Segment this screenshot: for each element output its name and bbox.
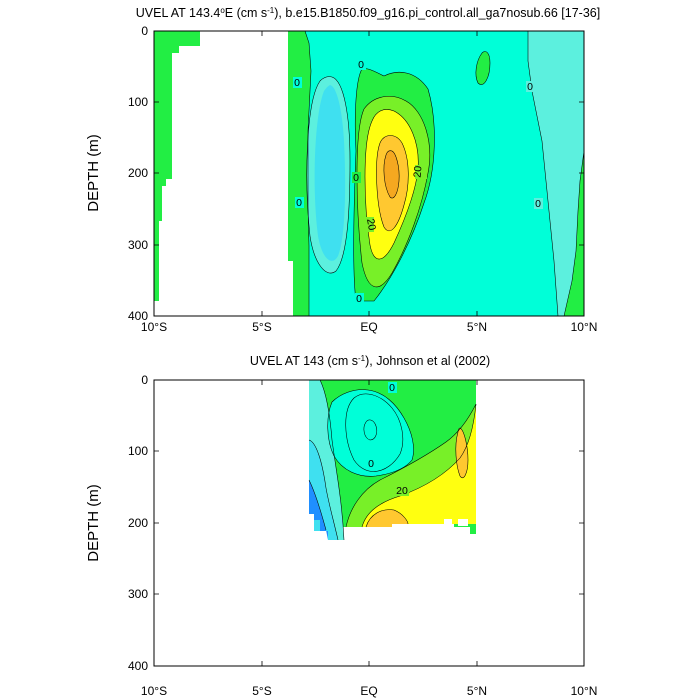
panel-1-contour-cyan-west [306, 76, 351, 274]
panel-1-fill-core [383, 150, 400, 199]
panel-2-x-tick-label: 5°S [252, 684, 271, 698]
panel-1-contour-core [383, 150, 400, 199]
panel-1-fill-lightblue-west [314, 85, 346, 261]
panel-1-contour-far-east [563, 150, 584, 316]
panel-2-fill-blue-west [309, 480, 328, 540]
panel-2-contour-gold [365, 509, 409, 528]
panel-2-contour-lines [308, 380, 477, 541]
panel-1: UVEL AT 143.4oE (cm s-1), b.e15.B1850.f0… [85, 6, 600, 335]
panel-1-contour-label: 0 [294, 77, 300, 89]
panel-2-y-axis-label: DEPTH (m) [85, 484, 102, 562]
panel-1-contour-lightgreen [356, 96, 431, 288]
panel-1-fill-cyan-right [432, 31, 584, 316]
panel-2-y-tick-labels: 0 100 200 300 400 [128, 373, 148, 673]
panel-2-contour-cyan [308, 439, 339, 541]
panel-2-contour-aqua-mid [345, 393, 404, 472]
panel-1-x-tick-label: 5°N [467, 320, 487, 334]
panel-2-fill-notches [444, 519, 468, 526]
panel-1-contour-labels: 0 0 0 0 0 0 0 20 20 [293, 59, 543, 305]
panel-2-fill-yellow [362, 404, 476, 527]
panel-2-fill-gold-east [455, 428, 468, 478]
panel-2-contour-label: 20 [396, 485, 408, 497]
panel-2-fill-layers [309, 380, 476, 540]
panel-2-contour-labels: 0 0 20 [367, 382, 409, 497]
panel-2-y-tick-label: 0 [141, 373, 148, 387]
panel-2-contour-gold-east [455, 427, 469, 478]
panel-1-fill-green-blob [475, 51, 490, 85]
panel-2-contour-aqua-band [327, 389, 414, 477]
panel-2-contour-lightblue [319, 380, 345, 541]
panel-2-plot-area: 0 0 20 [308, 380, 477, 541]
panel-1-fill-west-green [154, 31, 200, 301]
panel-1-contour-label: 0 [353, 172, 359, 184]
panel-1-plot-area: 0 0 0 0 0 0 0 20 20 [154, 31, 584, 316]
panel-2-y-tick-label: 100 [128, 444, 148, 458]
panel-1-x-tick-label: 5°S [252, 320, 271, 334]
panel-1-contour-green-lobe [353, 68, 435, 302]
panel-2-contour-cyan-pocket [363, 419, 378, 441]
panel-1-contour-label: 0 [358, 59, 364, 71]
panel-1-contour-yellow [364, 109, 419, 260]
panel-1-ticks [153, 30, 585, 317]
panel-2-title: UVEL AT 143 (cm s-1), Johnson et al (200… [250, 354, 490, 369]
panel-1-x-tick-label: 10°N [571, 320, 598, 334]
panel-1-x-tick-label: 10°S [141, 320, 167, 334]
panel-1-y-tick-label: 100 [128, 95, 148, 109]
panel-2-contour-blue [308, 479, 327, 531]
panel-2-fill-gold [366, 509, 408, 527]
panel-2-y-tick-label: 200 [128, 516, 148, 530]
panel-2-x-tick-label: 10°N [571, 684, 598, 698]
panel-2-contour-lightgreen [345, 403, 477, 528]
panel-1-contour-label: 0 [296, 197, 302, 209]
panel-1-fill-land [154, 31, 293, 316]
panel-1-x-tick-label: EQ [360, 320, 377, 334]
panel-2-contour-label: 0 [368, 458, 374, 470]
panel-1-y-tick-label: 0 [141, 24, 148, 38]
panel-1-contour-lines [304, 31, 584, 316]
panel-1-fill-layers [154, 31, 584, 316]
panel-2-x-tick-labels: 10°S 5°S EQ 5°N 10°N [141, 684, 597, 698]
panel-1-y-axis-label: DEPTH (m) [85, 134, 102, 212]
panel-2-contour-yellow [361, 403, 477, 528]
panel-1-y-tick-label: 300 [128, 238, 148, 252]
panel-2-x-tick-label: 10°S [141, 684, 167, 698]
panel-2-x-tick-label: 5°N [467, 684, 487, 698]
panel-1-contour-west-zero [304, 31, 312, 316]
panel-1-y-tick-label: 200 [128, 166, 148, 180]
panel-1-contour-label: 0 [535, 198, 541, 210]
panel-2-fill-aqua-band [327, 389, 414, 477]
panel-1-title: UVEL AT 143.4oE (cm s-1), b.e15.B1850.f0… [136, 6, 600, 21]
panel-2-x-tick-label: EQ [360, 684, 377, 698]
panel-1-contour-label: 20 [364, 218, 378, 232]
panel-1-contour-east-zero [527, 31, 559, 316]
panel-1-contour-label: 0 [527, 81, 533, 93]
panel-2: UVEL AT 143 (cm s-1), Johnson et al (200… [85, 354, 597, 699]
panel-1-contour-label: 20 [412, 165, 425, 178]
panel-1-y-tick-label: 400 [128, 309, 148, 323]
panel-1-contour-label: 0 [356, 293, 362, 305]
panel-1-contour-green-blob [475, 51, 491, 85]
panel-1-contour-gold [376, 135, 409, 232]
panel-2-y-tick-label: 300 [128, 587, 148, 601]
panel-2-contour-label: 0 [389, 382, 395, 394]
panel-1-x-tick-labels: 10°S 5°S EQ 5°N 10°N [141, 320, 597, 334]
panel-2-y-tick-label: 400 [128, 659, 148, 673]
panel-1-y-tick-labels: 0 100 200 300 400 [128, 24, 148, 323]
panel-2-ticks [153, 379, 585, 667]
